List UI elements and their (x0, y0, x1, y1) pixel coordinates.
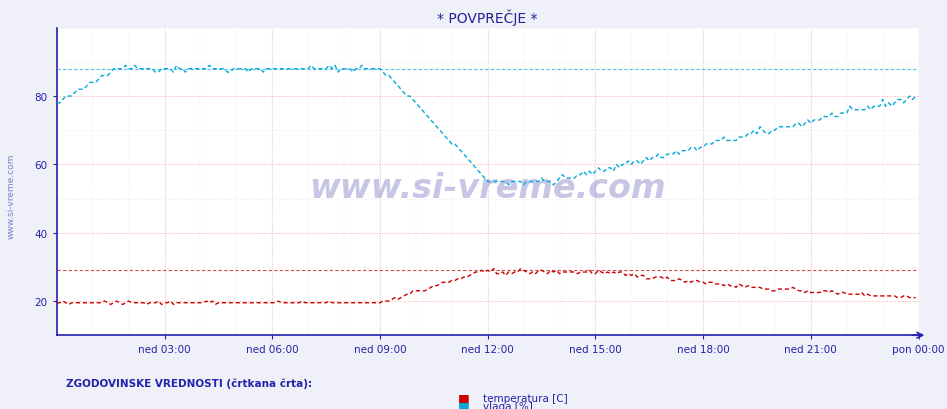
Text: ■: ■ (458, 391, 470, 404)
Text: temperatura [C]: temperatura [C] (483, 393, 567, 402)
Text: www.si-vreme.com: www.si-vreme.com (310, 172, 666, 204)
Text: www.si-vreme.com: www.si-vreme.com (7, 154, 16, 239)
Text: ZGODOVINSKE VREDNOSTI (črtkana črta):: ZGODOVINSKE VREDNOSTI (črtkana črta): (66, 378, 313, 389)
Text: vlaga [%]: vlaga [%] (483, 401, 533, 409)
Text: ■: ■ (458, 399, 470, 409)
Title: * POVPREČJE *: * POVPREČJE * (438, 10, 538, 26)
